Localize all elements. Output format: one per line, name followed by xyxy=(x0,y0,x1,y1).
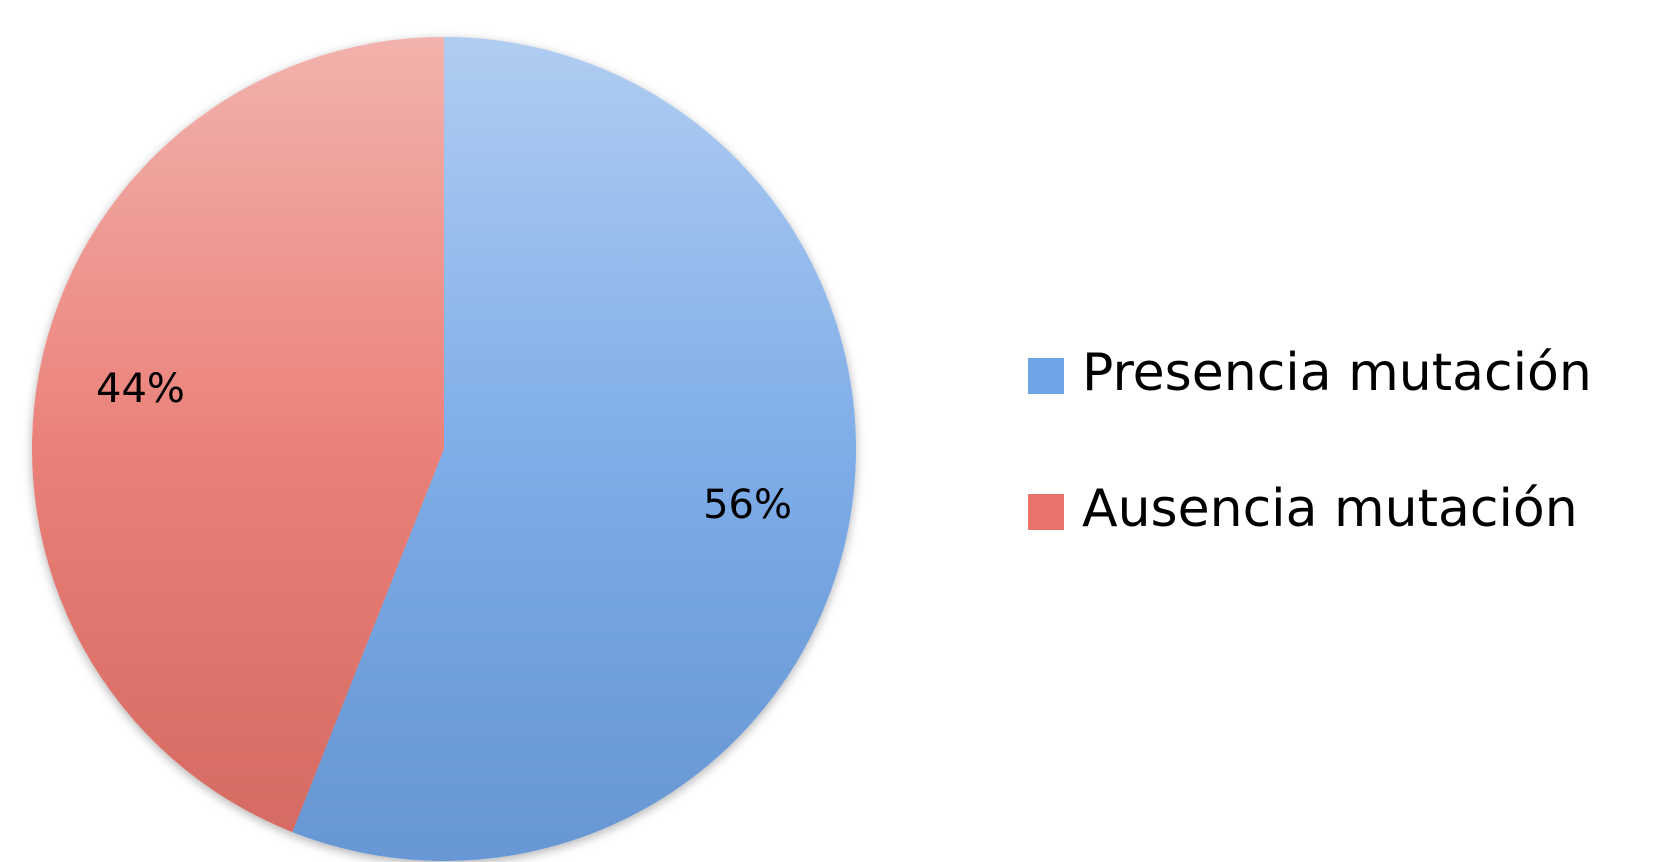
legend-swatch xyxy=(1028,494,1064,530)
data-label: 56% xyxy=(703,482,792,528)
data-label: 44% xyxy=(96,366,185,412)
pie xyxy=(31,37,857,862)
legend-swatch xyxy=(1028,358,1064,394)
legend-label: Ausencia mutación xyxy=(1082,479,1578,539)
legend-label: Presencia mutación xyxy=(1082,343,1592,403)
